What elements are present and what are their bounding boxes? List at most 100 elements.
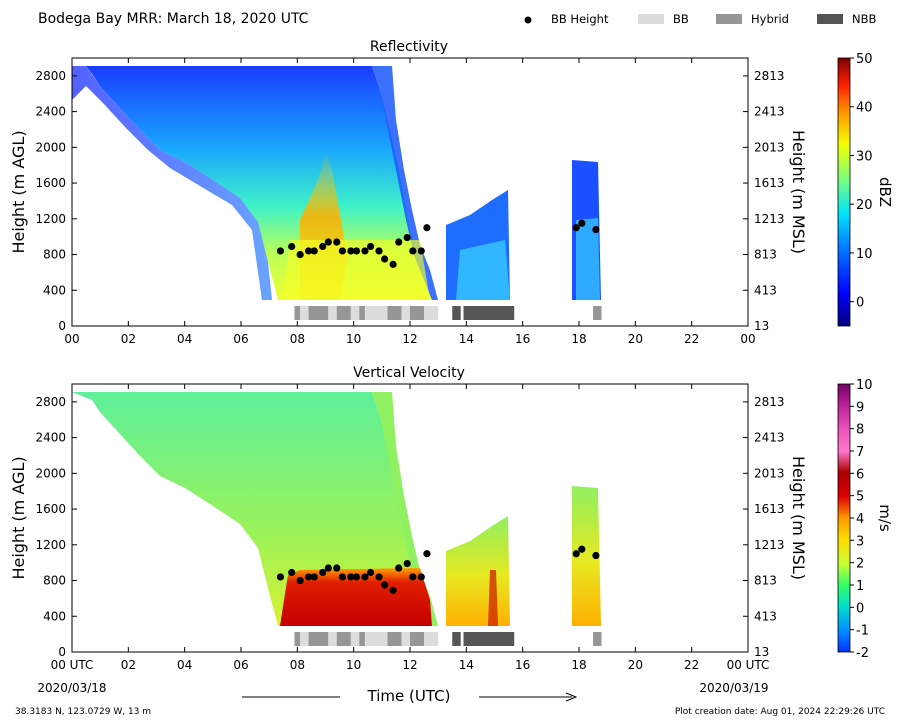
- velocity-field: [72, 392, 601, 626]
- reflectivity-y-axis-right: 13 413 813 1213 1613 2013 2413 2813: [743, 69, 785, 333]
- bb-height-point: [375, 247, 383, 255]
- reflectivity-echo-edge: [72, 66, 272, 300]
- reflectivity-field: [72, 66, 601, 300]
- bb-height-point: [324, 564, 332, 572]
- bb-height-point: [572, 224, 580, 232]
- bb-type-segment-bb: [364, 632, 388, 646]
- bb-height-point: [319, 568, 327, 577]
- start-date: 2020/03/18: [37, 681, 106, 695]
- y-tick-right-label: 813: [754, 574, 777, 588]
- bb-type-segment-bb: [300, 306, 309, 320]
- colorbar-tick-label: 10: [856, 247, 873, 262]
- colorbar-tick-label: 6: [856, 467, 864, 482]
- bb-height-point: [381, 581, 389, 589]
- bb-height-point: [403, 233, 411, 242]
- bb-type-segment-hybrid: [593, 306, 602, 320]
- reflectivity-echo-1800-core: [576, 218, 600, 300]
- colorbar-tick-label: 20: [856, 198, 873, 213]
- bb-type-segment-nbb: [452, 632, 461, 646]
- colorbar-tick-label: 8: [856, 423, 864, 438]
- y-tick-right-label: 2413: [754, 431, 785, 445]
- colorbar-tick-label: 5: [856, 490, 864, 505]
- velocity-ylabel-right: Height (m MSL): [789, 456, 808, 580]
- reflectivity-colorbar-ticks: 0 10 20 30 40 50: [850, 52, 873, 311]
- x-tick-label: 06: [233, 332, 248, 346]
- bb-height-point: [366, 242, 375, 251]
- x-tick-label: 14: [459, 658, 474, 672]
- bb-type-segment-hybrid: [593, 632, 602, 646]
- bb-height-point: [305, 247, 313, 255]
- x-tick-label: 18: [571, 332, 586, 346]
- x-tick-label: 22: [684, 658, 699, 672]
- velocity-title: Vertical Velocity: [353, 365, 465, 381]
- reflectivity-y-axis: 0 400 800 1200 1600 2000 2400 2800: [35, 69, 77, 333]
- legend-bb-height-label: BB Height: [551, 12, 609, 26]
- colorbar-tick-label: 2: [856, 557, 864, 572]
- bb-height-point: [423, 550, 431, 558]
- bb-type-segment-hybrid: [294, 632, 301, 646]
- y-tick-right-label: 813: [754, 248, 777, 262]
- y-tick-label: 2800: [35, 395, 66, 409]
- reflectivity-x-axis: 00 02 04 06 08 10 12 14 16 18 20 22 00: [64, 58, 756, 346]
- bb-height-point: [395, 238, 403, 246]
- bb-type-segment-bb: [364, 306, 388, 320]
- bb-type-segment-nbb: [463, 306, 515, 320]
- x-tick-label: 12: [402, 332, 417, 346]
- velocity-colorbar-label: m/s: [876, 504, 894, 532]
- colorbar-tick-label: 0: [856, 296, 864, 311]
- bb-height-point: [338, 573, 346, 581]
- x-tick-label: 06: [233, 658, 248, 672]
- bb-type-segment-hybrid: [336, 632, 351, 646]
- velocity-bb-type-bar: [294, 632, 602, 646]
- bb-height-point: [572, 550, 580, 558]
- legend-bb-swatch: [638, 14, 664, 24]
- y-tick-label: 1600: [35, 502, 66, 516]
- bb-type-segment-bb: [350, 632, 360, 646]
- y-tick-right-label: 2813: [754, 69, 785, 83]
- bb-height-point: [288, 568, 296, 577]
- bb-height-point: [276, 247, 285, 255]
- y-tick-label: 0: [58, 645, 66, 659]
- y-tick-label: 400: [43, 283, 66, 297]
- bb-type-segment-hybrid: [294, 306, 301, 320]
- velocity-y-axis-right: 13 413 813 1213 1613 2013 2413 2813: [743, 395, 785, 659]
- velocity-colorbar: [837, 383, 851, 653]
- reflectivity-panel: Reflectivity 040080012001600200024002800…: [9, 39, 894, 346]
- velocity-field-1400: [446, 516, 510, 626]
- bb-height-point: [352, 247, 361, 255]
- y-tick-right-label: 1613: [754, 176, 785, 190]
- colorbar-tick-label: 0: [856, 601, 864, 616]
- reflectivity-ylabel-right: Height (m MSL): [789, 130, 808, 254]
- bb-height-point: [578, 219, 586, 227]
- velocity-colorbar-ticks: -2 -1 0 1 2 3 4 5 6 7 8 9 10: [850, 378, 873, 661]
- colorbar-tick-label: 40: [856, 101, 873, 116]
- time-arrow-head: [565, 692, 578, 702]
- colorbar-tick-label: 1: [856, 579, 864, 594]
- x-tick-label: 12: [402, 658, 417, 672]
- y-tick-label: 1600: [35, 176, 66, 190]
- y-tick-right-label: 1613: [754, 502, 785, 516]
- bb-height-point: [423, 224, 431, 232]
- legend-hybrid-swatch: [716, 14, 742, 24]
- bb-height-point: [361, 247, 369, 255]
- bb-type-segment-hybrid: [387, 306, 402, 320]
- bb-height-point: [347, 573, 355, 581]
- velocity-field-tail: [372, 392, 438, 626]
- velocity-panel: Vertical Velocity 0400800120016002000240…: [9, 365, 894, 672]
- y-tick-label: 2000: [35, 466, 66, 480]
- colorbar-tick-label: -1: [856, 624, 869, 639]
- colorbar-tick-label: 7: [856, 445, 864, 460]
- time-axis-label: Time (UTC): [367, 687, 451, 705]
- velocity-x-axis: 00 UTC 02 04 06 08 10 12 14 16 18 20 22 00 UTC: [51, 384, 769, 672]
- y-tick-right-label: 2413: [754, 105, 785, 119]
- bb-type-segment-hybrid: [410, 306, 425, 320]
- x-tick-label: 20: [628, 658, 643, 672]
- reflectivity-colorbar: [837, 57, 851, 327]
- y-tick-label: 2800: [35, 69, 66, 83]
- x-tick-label: 16: [515, 658, 530, 672]
- bb-type-segment-hybrid: [336, 306, 351, 320]
- bb-type-segment-bb: [424, 632, 439, 646]
- bb-height-point: [375, 573, 383, 581]
- bb-type-segment-hybrid: [410, 632, 425, 646]
- y-tick-right-label: 13: [754, 645, 769, 659]
